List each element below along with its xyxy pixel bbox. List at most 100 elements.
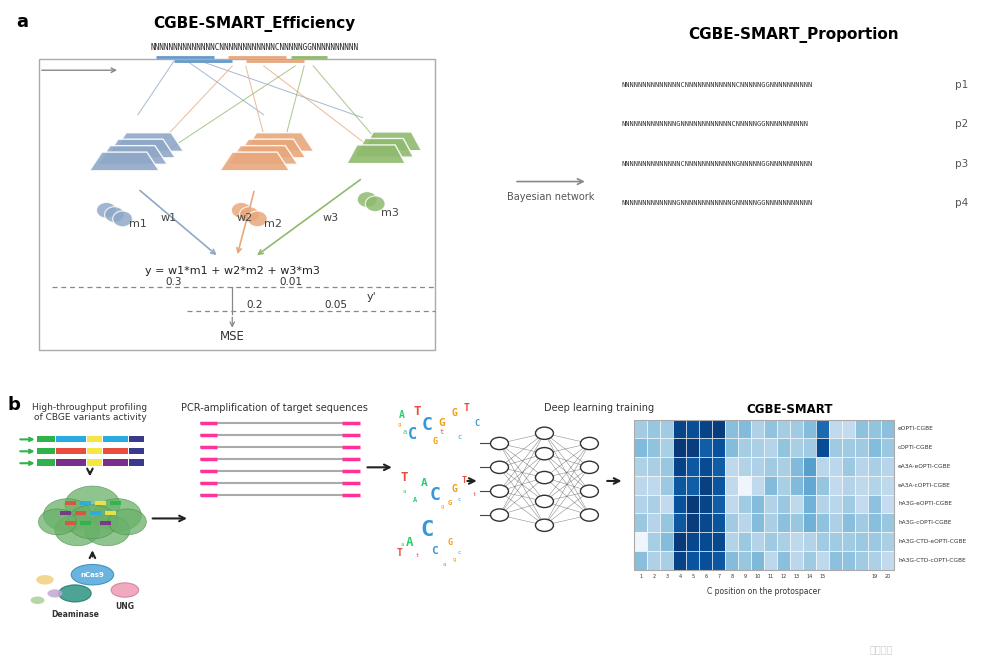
Bar — [790, 513, 803, 532]
Text: y': y' — [367, 292, 377, 302]
Bar — [751, 532, 764, 551]
Bar — [816, 476, 829, 495]
Bar — [764, 438, 777, 457]
Bar — [686, 476, 699, 495]
Text: Bayesian network: Bayesian network — [507, 192, 594, 201]
Text: t: t — [473, 492, 477, 497]
Bar — [56, 448, 86, 454]
Bar — [777, 457, 790, 476]
Text: NNNNNNNNNNNNNNCNNNNNNNNNNNNCNNNNNGGNNNNNNNNNN: NNNNNNNNNNNNNNCNNNNNNNNNNNNCNNNNNGGNNNNN… — [151, 43, 359, 53]
Bar — [712, 476, 725, 495]
Text: C: C — [408, 428, 417, 442]
Circle shape — [240, 207, 260, 223]
Bar — [686, 457, 699, 476]
Circle shape — [39, 509, 77, 535]
Circle shape — [113, 211, 133, 227]
Bar — [673, 532, 686, 551]
Bar — [868, 476, 881, 495]
Circle shape — [105, 207, 124, 223]
Text: hA3G-cOPTI-CGBE: hA3G-cOPTI-CGBE — [898, 520, 952, 525]
Ellipse shape — [31, 597, 45, 604]
Bar — [868, 495, 881, 513]
Bar — [790, 476, 803, 495]
Text: g: g — [453, 557, 457, 562]
Text: 10: 10 — [754, 574, 761, 579]
Bar — [790, 438, 803, 457]
Bar — [38, 448, 55, 454]
Text: 0.01: 0.01 — [279, 277, 303, 287]
Bar — [725, 495, 738, 513]
Bar — [816, 513, 829, 532]
Ellipse shape — [111, 583, 139, 597]
Bar — [75, 511, 86, 515]
Bar — [868, 532, 881, 551]
Bar — [764, 513, 777, 532]
Text: C position on the protospacer: C position on the protospacer — [707, 587, 821, 596]
Text: MSE: MSE — [220, 330, 245, 342]
Circle shape — [44, 499, 92, 531]
Bar — [816, 495, 829, 513]
Bar — [751, 420, 764, 438]
Text: 15: 15 — [819, 574, 826, 579]
Bar — [699, 513, 712, 532]
Bar — [855, 476, 868, 495]
Text: G: G — [452, 408, 458, 418]
Text: NNNNNNNNNNNNNNCNNNNNNNNNNNNCNNNNNGGNNNNNNNNNN: NNNNNNNNNNNNNNCNNNNNNNNNNNNCNNNNNGGNNNNN… — [621, 82, 813, 88]
Text: w2: w2 — [237, 213, 253, 223]
Bar — [803, 438, 816, 457]
Text: c: c — [458, 497, 462, 502]
Bar — [751, 438, 764, 457]
Bar — [829, 513, 842, 532]
Text: Deaminase: Deaminase — [51, 610, 99, 620]
Bar — [829, 457, 842, 476]
Bar — [699, 532, 712, 551]
Text: CGBE-SMART: CGBE-SMART — [746, 402, 832, 416]
Text: cOPTI-CGBE: cOPTI-CGBE — [898, 446, 933, 450]
Bar — [816, 551, 829, 569]
Text: CGBE-SMART_Efficiency: CGBE-SMART_Efficiency — [154, 17, 356, 33]
Bar — [686, 438, 699, 457]
Bar — [790, 495, 803, 513]
Bar — [751, 495, 764, 513]
Bar — [842, 532, 855, 551]
Circle shape — [55, 515, 100, 546]
Circle shape — [109, 509, 146, 535]
Bar — [686, 551, 699, 569]
Bar — [738, 532, 751, 551]
Bar — [829, 476, 842, 495]
Polygon shape — [363, 132, 422, 151]
Text: g: g — [398, 422, 402, 427]
Text: m2: m2 — [264, 219, 282, 229]
Text: 19: 19 — [871, 574, 878, 579]
Bar — [699, 438, 712, 457]
Bar — [56, 436, 86, 442]
Bar — [699, 476, 712, 495]
Polygon shape — [106, 139, 176, 158]
Circle shape — [97, 202, 116, 218]
Bar — [634, 532, 647, 551]
Bar — [699, 551, 712, 569]
Bar — [712, 551, 725, 569]
Bar — [881, 457, 894, 476]
Bar — [855, 532, 868, 551]
Text: g: g — [441, 504, 444, 509]
Bar — [634, 495, 647, 513]
Text: 3: 3 — [665, 574, 668, 579]
Bar — [634, 513, 647, 532]
Circle shape — [535, 448, 553, 460]
Text: C: C — [432, 546, 438, 556]
Bar — [87, 448, 102, 454]
Text: 9: 9 — [743, 574, 746, 579]
Bar — [129, 436, 144, 442]
Text: Deep learning training: Deep learning training — [544, 402, 654, 412]
Text: m3: m3 — [381, 209, 399, 219]
Bar — [129, 448, 144, 454]
Text: eOPTI-CGBE: eOPTI-CGBE — [898, 426, 934, 432]
Bar — [634, 551, 647, 569]
Circle shape — [85, 515, 130, 546]
Text: 14: 14 — [806, 574, 813, 579]
Bar — [660, 476, 673, 495]
Bar — [868, 457, 881, 476]
Circle shape — [580, 485, 598, 497]
Polygon shape — [244, 133, 314, 152]
